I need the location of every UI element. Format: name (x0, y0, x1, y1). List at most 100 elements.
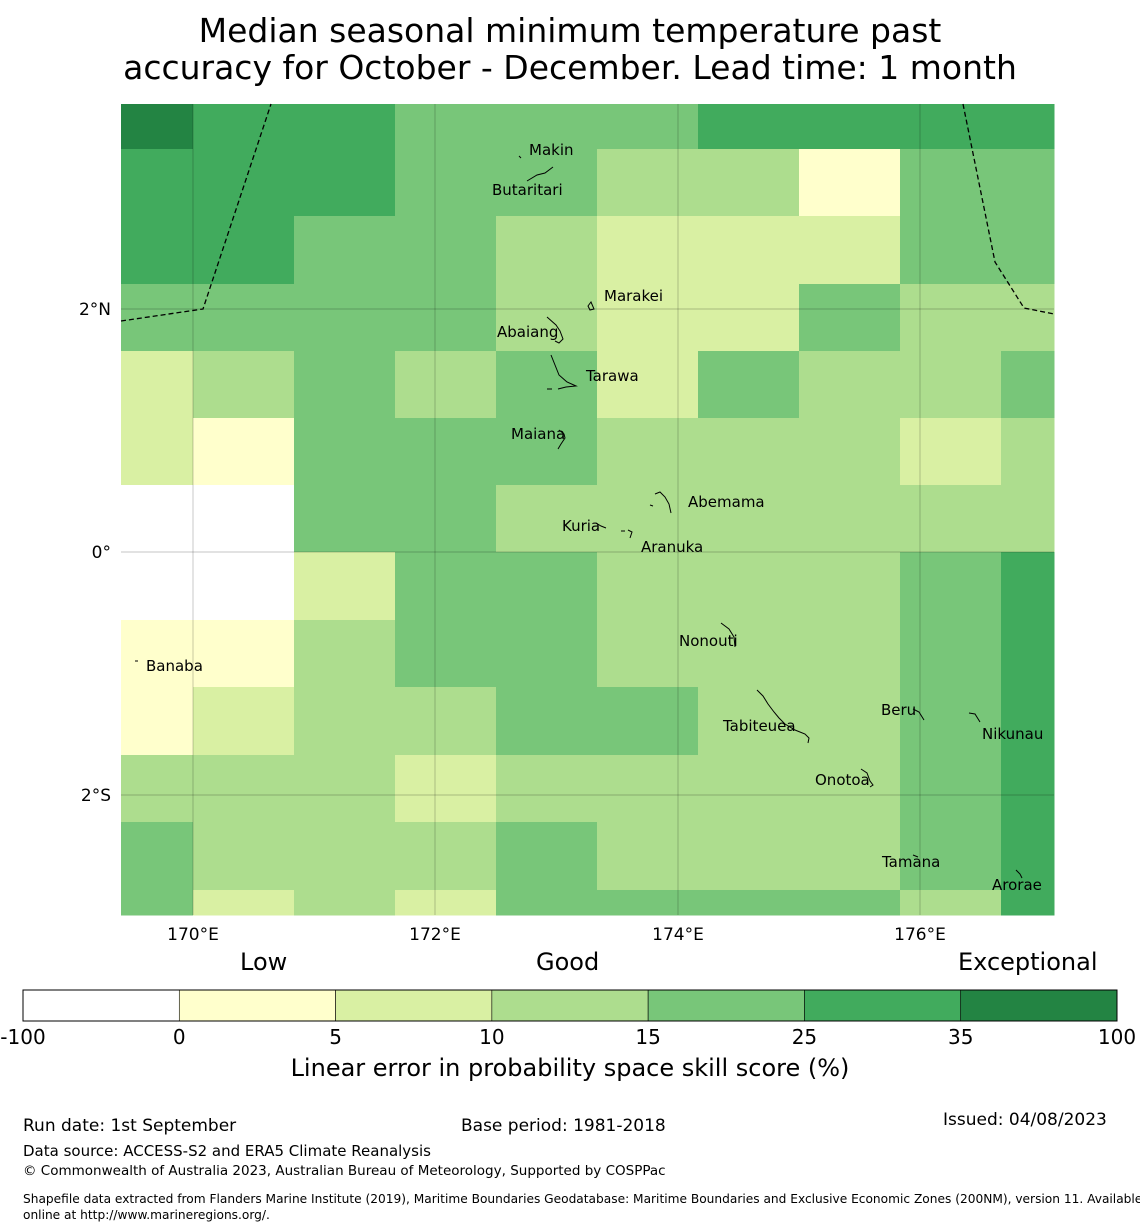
skill-cell (799, 552, 901, 621)
skill-cell (193, 822, 295, 891)
skill-cell (597, 552, 699, 621)
skill-cell (698, 284, 800, 352)
skill-cell (597, 755, 699, 823)
island-outline (756, 689, 810, 744)
skill-cell (294, 620, 396, 688)
skill-cell (597, 822, 699, 891)
colorbar: -100 0 5 10 15 25 35 100 (0, 989, 1136, 1049)
skill-cell (395, 687, 497, 756)
longitude-tick-label: 176°E (894, 925, 946, 945)
skill-cell (121, 351, 194, 419)
eez-boundary-west (120, 103, 272, 322)
colorbar-frame (22, 989, 1118, 1022)
place-label-onotoa: Onotoa (815, 771, 870, 789)
skill-cell (294, 687, 396, 756)
skill-cell (121, 687, 194, 756)
skill-cell (698, 620, 800, 688)
colorbar-segment (491, 989, 649, 1022)
longitude-tick-label: 174°E (652, 925, 704, 945)
skill-cell (395, 284, 497, 352)
skill-cell (193, 755, 295, 823)
place-label-kuria: Kuria (562, 517, 600, 535)
longitude-tick-label: 172°E (409, 925, 461, 945)
place-label-tabiteuea: Tabiteuea (722, 717, 796, 735)
island-outlines (135, 155, 1023, 879)
colorbar-tick-label: 10 (479, 1025, 504, 1049)
skill-cell (698, 552, 800, 621)
skill-cell (1001, 284, 1055, 352)
island-outline (557, 429, 566, 450)
skill-cell (1001, 620, 1055, 688)
skill-cell (193, 351, 295, 419)
skill-cell (496, 351, 598, 419)
skill-cell (698, 890, 800, 916)
skill-cell (1001, 755, 1055, 823)
colorbar-tick-label: 100 (1098, 1025, 1136, 1049)
skill-cell (121, 418, 194, 486)
place-label-abemama: Abemama (688, 493, 765, 511)
skill-cell (395, 822, 497, 891)
skill-cell (900, 284, 1002, 352)
colorbar-segment (804, 989, 962, 1022)
colorbar-segment (22, 989, 180, 1022)
skill-cell (900, 351, 1002, 419)
island-outline (720, 622, 736, 648)
island-outline (550, 354, 578, 390)
skill-cell (496, 687, 598, 756)
colorbar-tick-label: -100 (0, 1025, 45, 1049)
skill-cell (121, 755, 194, 823)
skill-cell (121, 822, 194, 891)
skill-cell (799, 485, 901, 553)
island-outline (968, 712, 981, 723)
skill-cell (193, 485, 295, 553)
longitude-tick-label: 170°E (167, 925, 219, 945)
skill-cell (395, 104, 497, 150)
island-outline (526, 166, 554, 182)
skill-cell (799, 149, 901, 217)
skill-cell (799, 351, 901, 419)
skill-cell (496, 216, 598, 285)
skill-cell (597, 284, 699, 352)
issued-date: Issued: 04/08/2023 (943, 1110, 1107, 1130)
skill-cell (698, 104, 800, 150)
place-labels: Makin Butaritari Marakei Abaiang Tarawa Maian… (146, 141, 1043, 894)
skill-cell (1001, 822, 1055, 891)
skill-cell (193, 284, 295, 352)
skill-cell (597, 418, 699, 486)
colorbar-tick-label: 5 (329, 1025, 342, 1049)
skill-cell (799, 687, 901, 756)
skill-cell (799, 284, 901, 352)
colorbar-tick-label: 25 (792, 1025, 817, 1049)
skill-cell (193, 104, 295, 150)
skill-cell (395, 620, 497, 688)
island-outline (621, 529, 633, 539)
island-outline (912, 854, 919, 858)
skill-cell (121, 104, 194, 150)
skill-cell (1001, 890, 1055, 916)
island-outline (912, 708, 925, 721)
island-outline (649, 504, 654, 507)
category-exceptional: Exceptional (958, 948, 1098, 976)
skill-cell (193, 149, 295, 217)
skill-cell (597, 890, 699, 916)
skill-cell (900, 104, 1002, 150)
skill-cell (799, 822, 901, 891)
skill-cell (698, 418, 800, 486)
island-outline (587, 301, 595, 311)
skill-cell (597, 351, 699, 419)
skill-cell (294, 418, 396, 486)
skill-cell (698, 822, 800, 891)
skill-cell (597, 104, 699, 150)
chart-title: Median seasonal minimum temperature past… (0, 12, 1140, 86)
graticule (121, 104, 1054, 915)
skill-cell (900, 687, 1002, 756)
skill-cell (193, 687, 295, 756)
skill-cell (496, 104, 598, 150)
skill-cell (496, 620, 598, 688)
skill-cell (395, 418, 497, 486)
place-label-arorae: Arorae (992, 876, 1042, 894)
skill-cell (121, 552, 194, 621)
skill-cell (294, 822, 396, 891)
skill-cell (121, 216, 194, 285)
